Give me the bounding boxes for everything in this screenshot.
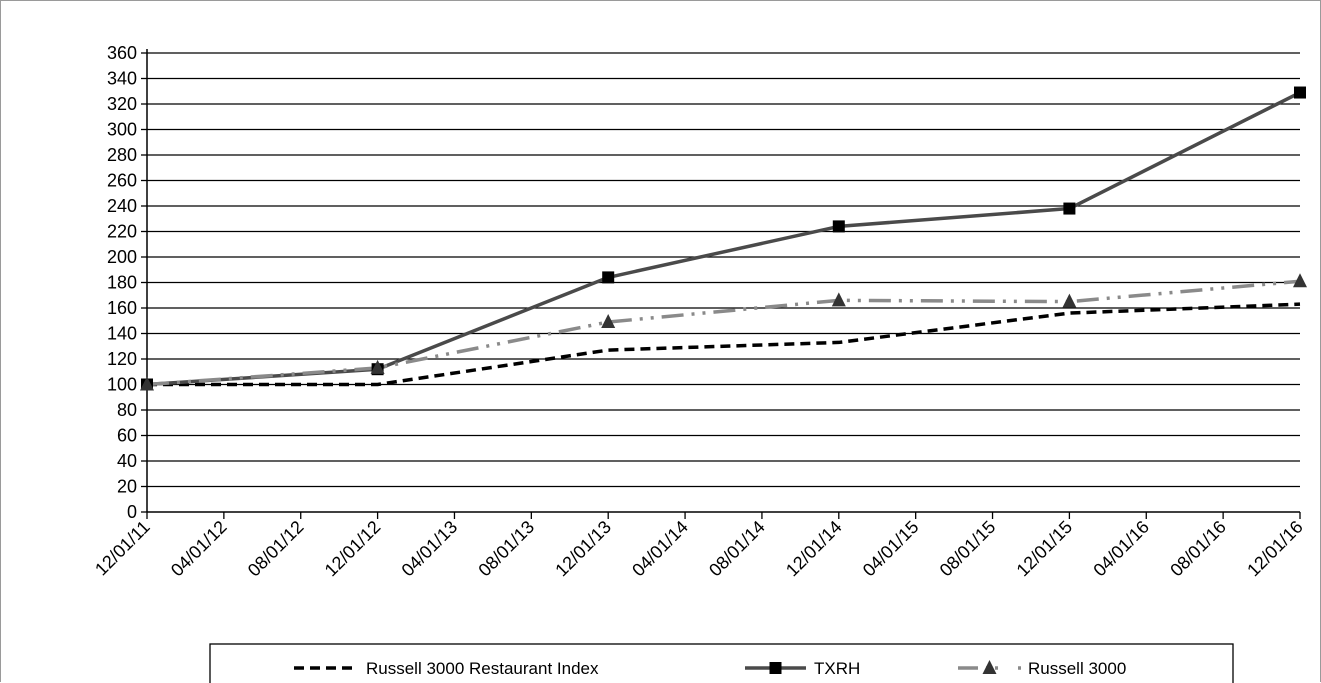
y-tick-label: 240	[107, 196, 137, 216]
series-line-1	[146, 90, 1301, 387]
legend-label: Russell 3000 Restaurant Index	[366, 659, 599, 678]
y-tick-label: 300	[107, 120, 137, 140]
x-tick-label: 08/01/16	[1166, 517, 1230, 581]
y-axis-ticks: 0 20 40 60 80 100 120 140 160 180 200 220 240 260 280 3…	[107, 43, 147, 522]
x-tick-label: 12/01/13	[551, 517, 615, 581]
x-tick-label: 12/01/11	[91, 517, 154, 580]
y-tick-label: 180	[107, 273, 137, 293]
y-tick-label: 220	[107, 222, 137, 242]
x-tick-label: 04/01/16	[1089, 517, 1153, 581]
y-tick-label: 0	[127, 502, 137, 522]
axes	[146, 49, 1300, 513]
x-tick-label: 08/01/15	[936, 517, 1000, 581]
data-point-marker	[832, 220, 845, 233]
y-tick-label: 140	[107, 324, 137, 344]
gridlines	[147, 52, 1300, 488]
y-tick-label: 260	[107, 171, 137, 191]
legend-marker	[982, 660, 997, 674]
y-tick-label: 320	[107, 94, 137, 114]
x-tick-label: 04/01/13	[398, 517, 462, 581]
legend-marker	[769, 662, 782, 674]
x-tick-label: 12/01/12	[321, 517, 385, 581]
x-tick-label: 12/01/16	[1243, 517, 1307, 581]
x-tick-label: 04/01/14	[628, 517, 692, 581]
y-tick-label: 280	[107, 145, 137, 165]
series-line-0	[147, 302, 1301, 387]
y-tick-label: 60	[117, 426, 137, 446]
data-point-marker	[1293, 273, 1307, 288]
x-tick-label: 08/01/14	[705, 517, 769, 581]
series-markers	[140, 86, 1307, 391]
y-tick-label: 100	[107, 375, 137, 395]
data-point-marker	[601, 314, 616, 329]
x-axis-ticks: 12/01/11 04/01/12 08/01/12 12/01/12 04/01/13…	[91, 512, 1307, 580]
y-tick-label: 120	[107, 349, 137, 369]
data-point-marker	[1294, 86, 1306, 99]
data-point-marker	[1062, 293, 1077, 308]
series-line-2	[146, 279, 1301, 387]
legend-label: TXRH	[814, 659, 860, 678]
data-point-marker	[602, 271, 615, 284]
y-tick-label: 40	[117, 451, 137, 471]
y-tick-label: 340	[107, 69, 137, 89]
legend: Russell 3000 Restaurant Index TXRH Russell…	[209, 643, 1234, 683]
y-tick-label: 80	[117, 400, 137, 420]
x-tick-label: 04/01/15	[859, 517, 923, 581]
series-lines	[146, 90, 1301, 387]
y-tick-label: 160	[107, 298, 137, 318]
legend-box	[209, 643, 1234, 683]
x-tick-label: 04/01/12	[167, 517, 231, 581]
y-tick-label: 20	[117, 477, 137, 497]
legend-label: Russell 3000	[1028, 659, 1126, 678]
data-point-marker	[140, 376, 154, 391]
data-point-marker	[1063, 202, 1076, 215]
x-tick-label: 12/01/15	[1013, 517, 1077, 581]
y-tick-label: 200	[107, 247, 137, 267]
x-tick-label: 08/01/13	[474, 517, 538, 581]
x-tick-label: 08/01/12	[244, 517, 308, 581]
data-point-marker	[831, 292, 846, 307]
y-tick-label: 360	[107, 43, 137, 63]
data-point-marker	[370, 359, 385, 374]
x-tick-label: 12/01/14	[782, 517, 846, 581]
